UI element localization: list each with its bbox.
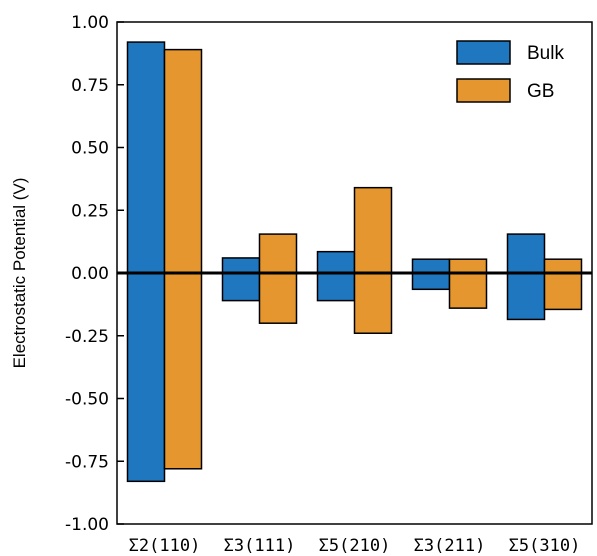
bar-bulk-4 (506, 233, 546, 321)
legend-swatch-gb (456, 78, 511, 103)
y-axis-label: Electrostatic Potential (V) (10, 178, 29, 369)
bar-bulk-1 (221, 257, 261, 302)
y-tick-label: 1.00 (71, 13, 109, 33)
y-tick-label: 0.25 (71, 201, 109, 221)
legend-label-gb: GB (527, 81, 554, 102)
bar-bulk-2 (316, 250, 356, 302)
bar-gb-1 (258, 233, 298, 324)
y-tick-label: 0.50 (71, 139, 109, 159)
bar-gb-0 (163, 48, 203, 470)
y-tick-label: -1.00 (65, 515, 109, 535)
x-category-label: Σ3(211) (414, 536, 486, 556)
y-tick-label: 0.00 (71, 264, 109, 284)
y-tick-label: -0.75 (65, 452, 109, 472)
x-category-label: Σ5(310) (509, 536, 581, 556)
y-tick-label: 0.75 (71, 76, 109, 96)
x-axis-labels: Σ2(110) Σ3(111) Σ5(210) Σ3(211) Σ5(310) (129, 536, 581, 556)
legend-swatch-bulk (456, 40, 511, 65)
x-category-label: Σ2(110) (129, 536, 201, 556)
bar-gb-4 (543, 258, 583, 311)
bar-gb-2 (353, 186, 393, 334)
y-tick-label: -0.25 (65, 327, 109, 347)
x-category-label: Σ3(111) (224, 536, 296, 556)
y-axis-ticks: 1.00 0.75 0.50 0.25 0.00 -0.25 -0.50 -0.75 -1.00 (65, 13, 124, 535)
bars-layer (126, 41, 583, 483)
x-category-label: Σ5(210) (319, 536, 391, 556)
bar-gb-3 (448, 258, 488, 309)
y-tick-label: -0.50 (65, 390, 109, 410)
legend: Bulk GB (456, 40, 564, 103)
legend-label-bulk: Bulk (527, 43, 564, 64)
bar-bulk-0 (126, 41, 166, 483)
